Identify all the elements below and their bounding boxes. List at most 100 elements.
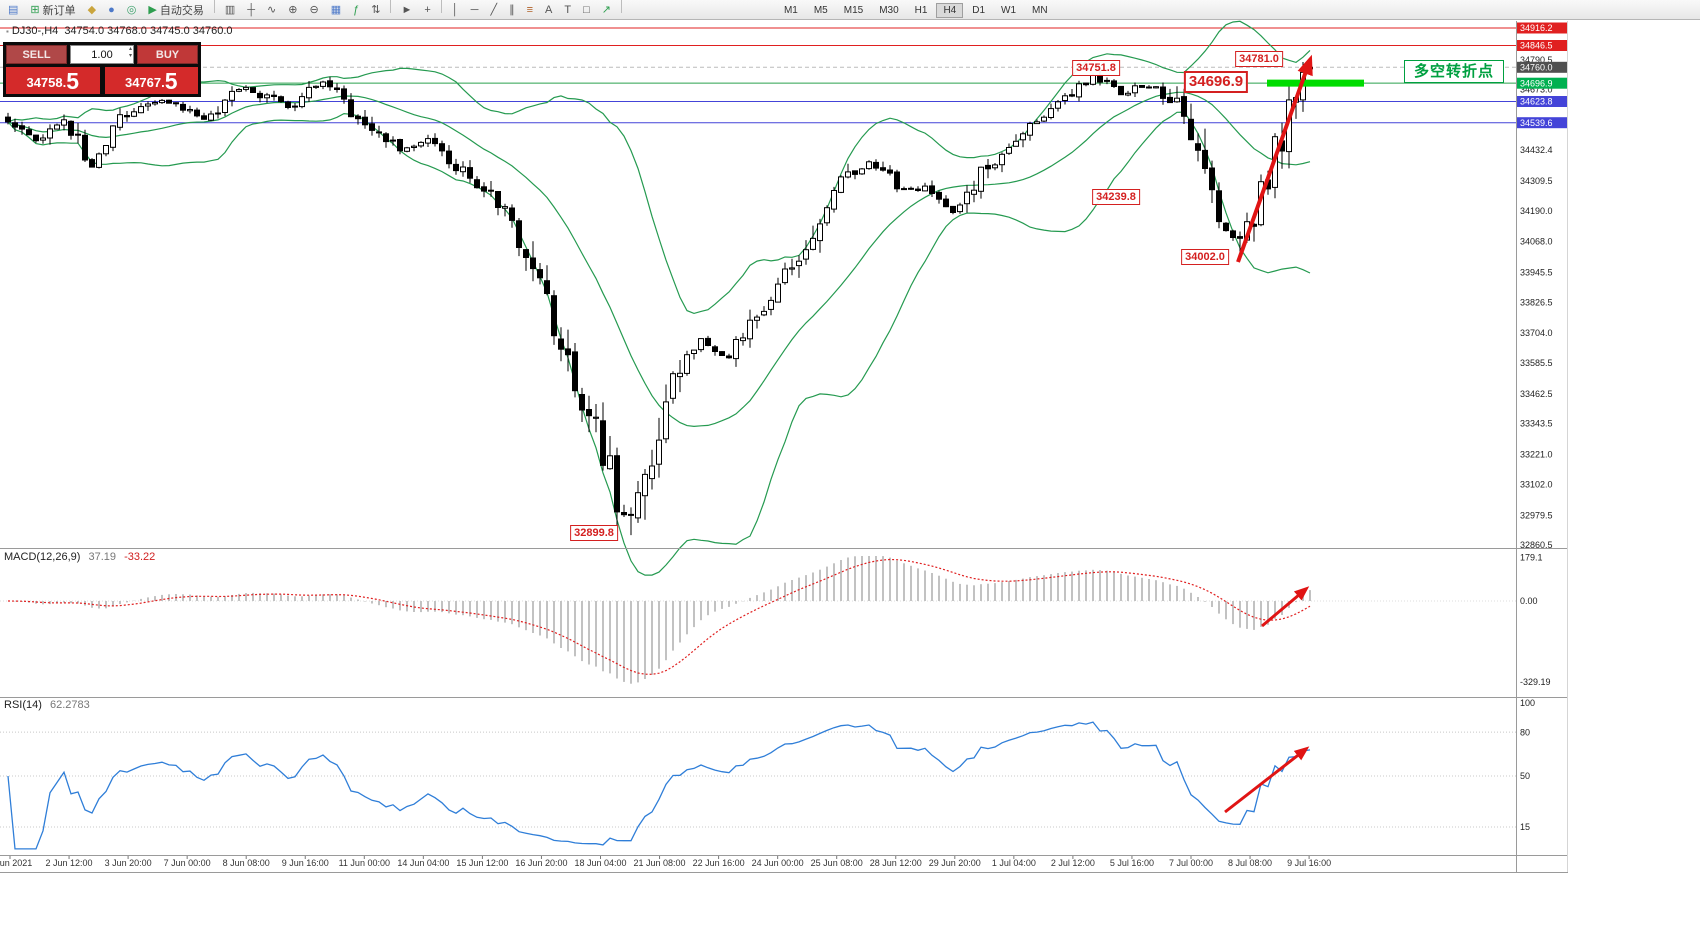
timeframe-mn[interactable]: MN (1032, 4, 1048, 16)
profiles-icon[interactable]: ● (103, 2, 120, 18)
time-axis-label[interactable]: 22 Jun 16:00 (693, 858, 745, 868)
crosshair-icon[interactable]: + (419, 2, 435, 18)
macd-axis-label[interactable]: 179.1 (1520, 552, 1543, 562)
time-axis-label[interactable]: 3 Jun 20:00 (105, 858, 152, 868)
timeframe-m1[interactable]: M1 (783, 4, 798, 16)
time-axis-label[interactable]: 24 Jun 00:00 (752, 858, 804, 868)
price-axis-label[interactable]: 33102.0 (1520, 480, 1553, 490)
price-axis-label[interactable]: 33585.5 (1520, 358, 1553, 368)
price-axis-label-blue[interactable]: 34539.6 (1520, 118, 1553, 128)
time-axis-label[interactable]: 9 Jun 16:00 (282, 858, 329, 868)
volume-spinner[interactable]: ▴ ▾ (129, 46, 132, 60)
timeframe-h1[interactable]: H1 (914, 4, 928, 16)
time-axis-label[interactable]: 8 Jul 08:00 (1228, 858, 1272, 868)
timeframe-d1[interactable]: D1 (972, 4, 986, 16)
cursor-icon[interactable]: ► (396, 2, 417, 18)
rsi-line[interactable] (7, 721, 1311, 850)
time-axis-label[interactable]: 16 Jun 20:00 (515, 858, 567, 868)
price-axis-label[interactable]: 34068.0 (1520, 237, 1553, 247)
shapes-icon[interactable]: □ (578, 2, 595, 18)
trendline-icon[interactable]: ╱ (485, 2, 502, 18)
vertical-line-icon[interactable]: │ (447, 2, 464, 18)
timeframe-w1[interactable]: W1 (1001, 4, 1017, 16)
price-axis-label[interactable]: 33221.0 (1520, 450, 1553, 460)
time-axis-label[interactable]: 15 Jun 12:00 (456, 858, 508, 868)
macd-trend-arrow[interactable] (1261, 586, 1310, 628)
candle-chart-icon[interactable]: ┼ (242, 2, 260, 18)
price-callout[interactable]: 34239.8 (1092, 189, 1140, 205)
price-callout[interactable]: 34751.8 (1072, 60, 1120, 76)
timeframe-m5[interactable]: M5 (813, 4, 828, 16)
spinner-up-icon[interactable]: ▴ (128, 46, 132, 52)
price-axis-label-price[interactable]: 34760.0 (1520, 63, 1553, 73)
bollinger-upper-band[interactable] (7, 20, 1311, 315)
price-axis-label-red[interactable]: 34916.2 (1520, 23, 1553, 33)
fibonacci-icon[interactable]: ≡ (522, 2, 538, 18)
price-axis-label[interactable]: 33826.5 (1520, 297, 1553, 307)
time-axis-label[interactable]: 8 Jun 08:00 (223, 858, 270, 868)
new-order-button[interactable]: ⊞ 新订单 (25, 0, 80, 20)
time-axis-label[interactable]: 7 Jun 00:00 (164, 858, 211, 868)
price-axis-label[interactable]: 34432.4 (1520, 145, 1553, 155)
text-label-icon[interactable]: T (559, 2, 576, 18)
main-trend-arrow[interactable] (1236, 54, 1313, 263)
price-callout[interactable]: 32899.8 (570, 525, 618, 541)
timeframe-h4[interactable]: H4 (936, 2, 964, 18)
price-axis-label[interactable]: 32860.5 (1520, 540, 1553, 550)
line-chart-icon[interactable]: ∿ (262, 2, 281, 18)
rsi-axis-label[interactable]: 100 (1520, 698, 1535, 708)
price-callout[interactable]: 34696.9 (1183, 71, 1249, 93)
volume-input[interactable]: 1.00 ▴ ▾ (70, 45, 134, 64)
zoom-out-icon[interactable]: ⊖ (304, 2, 323, 18)
bollinger-lower-band[interactable] (7, 111, 1311, 576)
rsi-axis-label[interactable]: 15 (1520, 822, 1530, 832)
tile-windows-icon[interactable]: ▦ (326, 2, 346, 18)
bar-chart-icon[interactable]: ▥ (220, 2, 240, 18)
price-axis-label[interactable]: 33462.5 (1520, 389, 1553, 399)
turning-point-annotation[interactable]: 多空转折点 (1404, 60, 1505, 83)
time-axis-label[interactable]: 28 Jun 12:00 (870, 858, 922, 868)
timeframe-m15[interactable]: M15 (843, 4, 864, 16)
price-axis-label[interactable]: 34190.0 (1520, 206, 1553, 216)
price-callout[interactable]: 34002.0 (1181, 249, 1229, 265)
bollinger-middle-band[interactable] (7, 91, 1311, 428)
time-axis-label[interactable]: 29 Jun 20:00 (929, 858, 981, 868)
chart-shift-icon[interactable]: ⇅ (366, 2, 385, 18)
chart-window-icon[interactable]: ▤ (3, 2, 23, 18)
buy-button[interactable]: BUY (137, 45, 198, 64)
horizontal-line-icon[interactable]: ─ (466, 2, 484, 18)
time-axis-label[interactable]: 25 Jun 08:00 (811, 858, 863, 868)
price-axis-label[interactable]: 32979.5 (1520, 510, 1553, 520)
macd-axis-label[interactable]: -329.19 (1520, 677, 1551, 687)
templates-icon[interactable]: ◆ (83, 2, 101, 18)
spinner-down-icon[interactable]: ▾ (128, 53, 132, 59)
price-axis-label-blue[interactable]: 34623.8 (1520, 97, 1553, 107)
price-axis-label[interactable]: 33945.5 (1520, 267, 1553, 277)
time-axis-label[interactable]: 2 Jun 12:00 (46, 858, 93, 868)
time-axis-label[interactable]: 1 Jul 04:00 (992, 858, 1036, 868)
price-axis-label-red[interactable]: 34846.5 (1520, 41, 1553, 51)
price-axis-label[interactable]: 34309.5 (1520, 176, 1553, 186)
time-axis-label[interactable]: 5 Jul 16:00 (1110, 858, 1154, 868)
rsi-axis-label[interactable]: 50 (1520, 771, 1530, 781)
autotrading-button[interactable]: ▶ 自动交易 (143, 0, 208, 20)
price-callout[interactable]: 34781.0 (1235, 51, 1283, 67)
buy-price[interactable]: 34767. 5 (104, 67, 198, 94)
price-axis-label[interactable]: 33343.5 (1520, 419, 1553, 429)
sell-button[interactable]: SELL (6, 45, 67, 64)
refresh-icon[interactable]: ◎ (122, 2, 142, 18)
arrow-tool-icon[interactable]: ↗ (597, 2, 616, 18)
zoom-in-icon[interactable]: ⊕ (283, 2, 302, 18)
indicators-icon[interactable]: ƒ (348, 2, 364, 18)
text-icon[interactable]: A (540, 2, 557, 18)
time-axis-label[interactable]: 1 Jun 2021 (0, 858, 32, 868)
price-axis-label[interactable]: 34673.0 (1520, 84, 1553, 94)
macd-axis-label[interactable]: 0.00 (1520, 596, 1538, 606)
macd-signal-line[interactable] (7, 558, 1311, 675)
price-axis-label[interactable]: 33704.0 (1520, 328, 1553, 338)
rsi-axis-label[interactable]: 80 (1520, 727, 1530, 737)
time-axis-label[interactable]: 2 Jul 12:00 (1051, 858, 1095, 868)
time-axis-label[interactable]: 11 Jun 00:00 (339, 858, 390, 868)
